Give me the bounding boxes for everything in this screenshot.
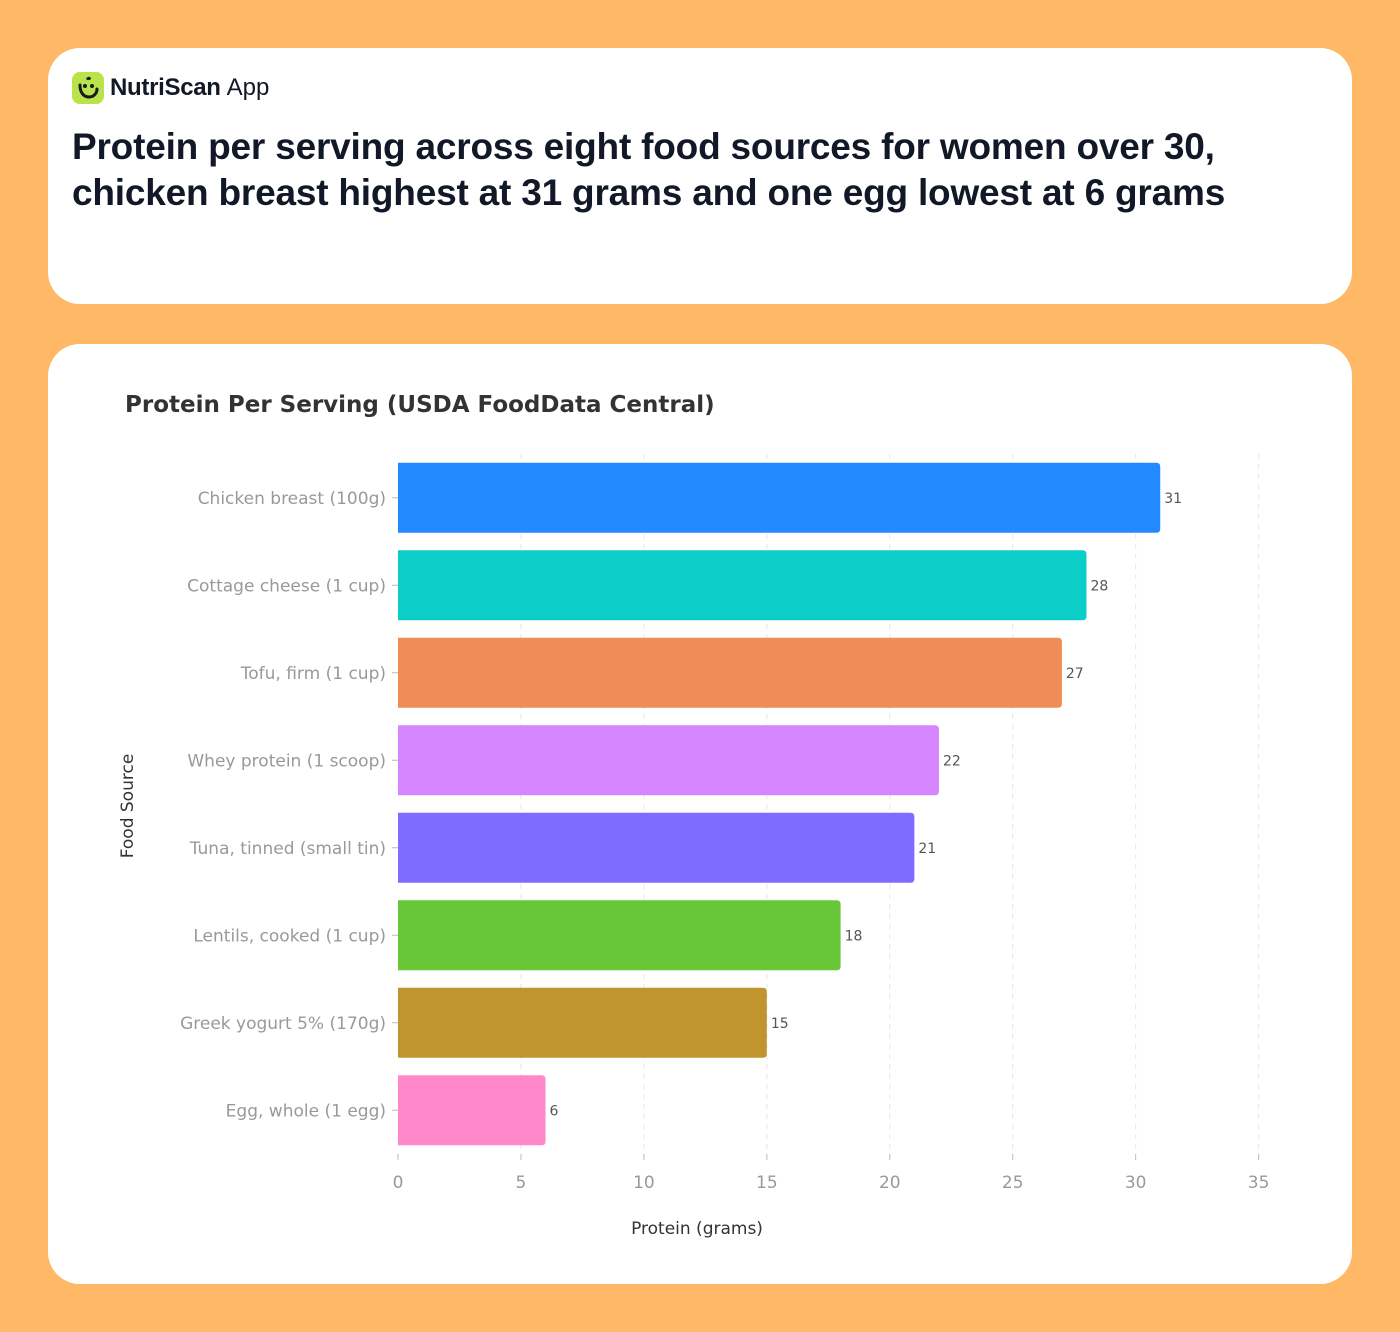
headline: Protein per serving across eight food so… xyxy=(72,126,1226,213)
bar-value-label: 21 xyxy=(918,841,936,857)
x-tick-label: 20 xyxy=(879,1173,901,1193)
brand: NutriScan App xyxy=(72,72,269,104)
category-label: Cottage cheese (1 cup) xyxy=(187,576,386,596)
x-tick-label: 15 xyxy=(756,1173,778,1193)
bar-value-label: 15 xyxy=(771,1016,789,1032)
x-tick-label: 30 xyxy=(1125,1173,1147,1193)
axes: 0 5 10 15 20 25 30 35 Chicken breast (100g) Cotta… xyxy=(180,489,1269,1193)
bar xyxy=(398,462,1161,533)
x-tick-label: 25 xyxy=(1002,1173,1024,1193)
header-card: NutriScan App Protein per serving across… xyxy=(48,48,1352,304)
bar-chart: Protein Per Serving (USDA FoodData Centr… xyxy=(118,392,1269,1239)
bar xyxy=(398,637,1062,708)
category-label: Tofu, firm (1 cup) xyxy=(240,664,386,684)
brand-suffix: App xyxy=(226,74,270,101)
bar-value-label: 22 xyxy=(943,753,961,769)
x-tick-label: 5 xyxy=(516,1173,527,1193)
x-axis-label: Protein (grams) xyxy=(631,1219,763,1239)
bar xyxy=(398,1075,546,1146)
chart-card: Protein Per Serving (USDA FoodData Centr… xyxy=(48,344,1352,1284)
bar-value-label: 6 xyxy=(550,1103,559,1119)
brand-name: NutriScan xyxy=(110,74,221,101)
category-label: Egg, whole (1 egg) xyxy=(226,1101,386,1121)
category-label: Lentils, cooked (1 cup) xyxy=(193,926,386,946)
x-tick-label: 10 xyxy=(633,1173,655,1193)
bar xyxy=(398,900,841,971)
smiling-leaf-logo-icon xyxy=(72,72,104,104)
category-label: Tuna, tinned (small tin) xyxy=(189,839,386,859)
y-axis-label: Food Source xyxy=(118,754,138,859)
bar xyxy=(398,812,915,883)
bar xyxy=(398,725,939,796)
bar-value-label: 27 xyxy=(1066,666,1084,682)
category-label: Greek yogurt 5% (170g) xyxy=(180,1014,386,1034)
bar-value-label: 31 xyxy=(1164,491,1182,507)
x-tick-label: 35 xyxy=(1248,1173,1270,1193)
bar xyxy=(398,987,767,1058)
x-tick-label: 0 xyxy=(393,1173,404,1193)
bar-value-label: 18 xyxy=(845,928,863,944)
category-label: Whey protein (1 scoop) xyxy=(187,751,386,771)
bar xyxy=(398,550,1087,621)
chart-title: Protein Per Serving (USDA FoodData Centr… xyxy=(125,392,715,418)
bar-value-label: 28 xyxy=(1090,578,1108,594)
category-label: Chicken breast (100g) xyxy=(198,489,386,509)
bars: 31 28 27 22 21 18 15 6 xyxy=(398,462,1182,1146)
